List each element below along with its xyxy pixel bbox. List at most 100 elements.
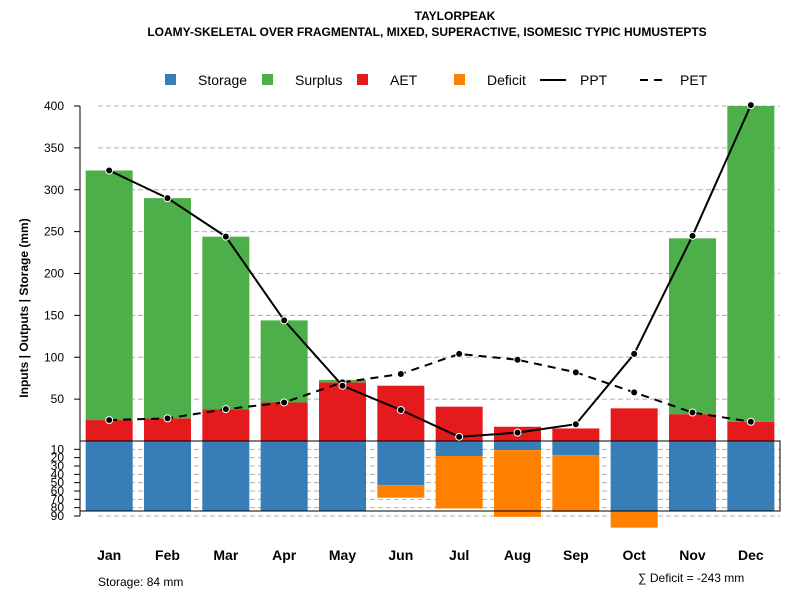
x-tick-label: Jun	[388, 547, 413, 563]
chart-subtitle: LOAMY-SKELETAL OVER FRAGMENTAL, MIXED, S…	[147, 25, 706, 39]
deficit-bar	[435, 456, 483, 509]
deficit-bar	[494, 450, 541, 517]
surplus-bar	[202, 236, 250, 410]
x-tick-label: Apr	[272, 547, 297, 563]
storage-bar	[552, 441, 600, 456]
x-tick-label: Nov	[679, 547, 706, 563]
aet-bar	[552, 428, 600, 441]
y-tick-label: 30	[51, 459, 65, 473]
deficit-bar	[552, 455, 600, 512]
aet-bar	[144, 418, 191, 441]
storage-bar	[202, 441, 250, 511]
ppt-line-point	[280, 316, 289, 325]
y-tick-label: 150	[44, 308, 64, 322]
lines	[105, 101, 755, 441]
legend-swatch	[262, 74, 273, 85]
y-tick-label: 50	[51, 392, 65, 406]
storage-bar	[669, 441, 716, 511]
pet-line-point	[396, 370, 405, 378]
ppt-line-point	[746, 101, 755, 110]
surplus-bar	[727, 106, 775, 422]
legend-label: AET	[390, 72, 418, 88]
ppt-line-point	[571, 420, 580, 429]
y-axis-label: Inputs | Outputs | Storage (mm)	[17, 218, 31, 397]
storage-bar	[319, 441, 366, 511]
legend-label: Deficit	[487, 72, 526, 88]
y-tick-label: 400	[44, 99, 64, 113]
y-tick-label: 10	[51, 442, 65, 456]
storage-bar	[494, 441, 541, 451]
storage-bar	[144, 441, 191, 511]
y-tick-label: 90	[51, 509, 65, 523]
y-tick-label: 100	[44, 350, 64, 364]
legend-swatch	[165, 74, 176, 85]
ppt-line-point	[105, 166, 114, 175]
y-tick-label: 200	[44, 267, 64, 281]
pet-line	[109, 352, 751, 423]
ppt-line-point	[513, 428, 522, 437]
aet-bar	[727, 421, 775, 441]
storage-bar	[85, 441, 133, 511]
surplus-bar	[85, 170, 133, 421]
pet-line-point	[221, 405, 230, 414]
bars	[79, 106, 781, 528]
x-tick-label: Dec	[738, 547, 764, 563]
pet-line-point	[513, 355, 522, 364]
chart-title: TAYLORPEAK	[415, 9, 496, 23]
x-tick-label: Feb	[155, 547, 180, 563]
aet-bar	[610, 408, 658, 441]
surplus-bar	[669, 238, 716, 415]
legend-swatch	[454, 74, 465, 85]
pet-line-point	[571, 368, 580, 377]
pet-line-point	[280, 398, 289, 407]
storage-bar	[435, 441, 483, 456]
x-tick-label: Aug	[504, 547, 531, 563]
y-tick-label: 350	[44, 141, 64, 155]
axes: Jan Feb Mar Apr May Jun Jul Aug Sep Oct Nov Dec 50 10…	[44, 99, 764, 563]
legend-label: Surplus	[295, 72, 342, 88]
x-tick-label: May	[329, 547, 356, 563]
pet-line-point	[688, 408, 697, 417]
storage-bar	[610, 441, 658, 511]
deficit-bar	[377, 485, 425, 498]
x-tick-label: Jan	[97, 547, 121, 563]
aet-bar	[319, 382, 366, 441]
y-tick-label: 80	[51, 501, 65, 515]
storage-bar	[377, 441, 425, 486]
surplus-bar	[144, 198, 191, 419]
legend-label: PET	[680, 72, 708, 88]
storage-footer: Storage: 84 mm	[98, 575, 183, 589]
storage-bar	[727, 441, 775, 511]
legend-label: PPT	[580, 72, 608, 88]
pet-line-point	[746, 417, 755, 426]
aet-bar	[669, 414, 716, 441]
x-tick-label: Oct	[622, 547, 646, 563]
y-tick-label: 250	[44, 225, 64, 239]
x-tick-label: Jul	[449, 547, 469, 563]
aet-bar	[202, 409, 250, 441]
x-tick-label: Mar	[213, 547, 238, 563]
y-tick-label: 300	[44, 183, 64, 197]
surplus-bar	[260, 320, 308, 403]
y-tick-label: 40	[51, 467, 65, 481]
y-tick-label: 50	[51, 476, 65, 490]
ppt-line-point	[396, 406, 405, 415]
deficit-footer: ∑ Deficit = -243 mm	[638, 571, 744, 585]
pet-line-point	[105, 416, 114, 425]
ppt-line-point	[455, 432, 464, 441]
legend: Storage Surplus AET Deficit PPT PET	[165, 72, 708, 88]
y-tick-label: 70	[51, 492, 65, 506]
legend-swatch	[357, 74, 368, 85]
y-tick-label: 60	[51, 484, 65, 498]
y-tick-label: 20	[51, 451, 65, 465]
ppt-line	[108, 104, 752, 438]
ppt-line-point	[688, 231, 697, 240]
aet-bar	[260, 402, 308, 441]
pet-line-point	[630, 388, 639, 397]
ppt-line-point	[338, 381, 347, 390]
storage-bar	[260, 441, 308, 511]
legend-label: Storage	[198, 72, 247, 88]
ppt-line-point	[163, 194, 172, 203]
x-tick-label: Sep	[563, 547, 589, 563]
